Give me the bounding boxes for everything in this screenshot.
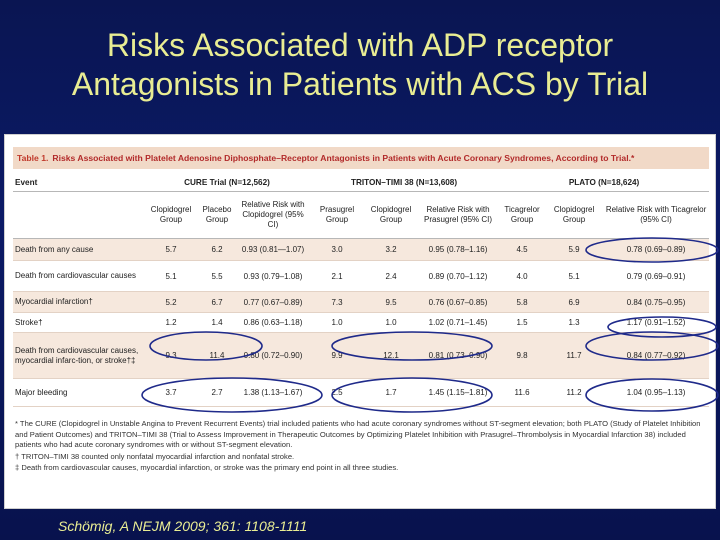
table-cell: 1.4: [211, 318, 223, 327]
table-cell: 1.38 (1.13–1.67): [243, 388, 303, 397]
event-label: Death from cardiovascular causes: [15, 271, 136, 280]
table-row: Stroke† 1.2 1.4 0.86 (0.63–1.18) 1.0 1.0…: [13, 313, 710, 333]
table-row: Myocardial infarction† 5.2 6.7 0.77 (0.6…: [13, 291, 710, 313]
column-header: Clopidogrel Group: [545, 191, 604, 239]
table-cell: 2.1: [331, 271, 343, 281]
table-cell: 1.45 (1.15–1.81): [428, 388, 488, 397]
table-row: Death from cardiovascular causes, myocar…: [13, 332, 710, 379]
table-cell: 11.6: [514, 388, 530, 397]
table-cell: 6.7: [197, 291, 237, 313]
table-cell: 3.0: [309, 238, 366, 261]
table-cell: 9.9: [309, 332, 366, 379]
column-header: Relative Risk with Ticagrelor (95% CI): [603, 191, 710, 239]
table-cell: 6.9: [545, 291, 604, 313]
table-cell: 2.7: [211, 388, 223, 397]
table-cell: 0.86 (0.63–1.18): [243, 318, 303, 327]
event-label: Myocardial infarction†: [13, 291, 145, 313]
table-cell: 1.5: [516, 318, 528, 327]
table-row: Death from cardiovascular causes 5.1 5.5…: [13, 261, 710, 292]
table-cell: 5.7: [145, 238, 197, 261]
table-cell: 5.2: [145, 291, 197, 313]
table-cell: 9.3: [145, 332, 197, 379]
table-cell: 0.84 (0.75–0.95): [603, 291, 710, 313]
table-cell: 1.2: [165, 318, 177, 327]
table-cell: 1.0: [385, 318, 397, 327]
table-cell: 4.0: [516, 271, 528, 281]
risk-table: Event CURE Trial (N=12,562) TRITON–TIMI …: [13, 173, 710, 407]
table-cell: 1.7: [385, 388, 397, 397]
footnote: * The CURE (Clopidogrel in Unstable Angi…: [15, 419, 701, 449]
table-cell: 0.93 (0.79–1.08): [243, 271, 303, 281]
event-label: Stroke†: [15, 317, 43, 327]
table-cell: 2.5: [331, 388, 343, 397]
slide-title-line-1: Risks Associated with ADP receptor: [106, 27, 614, 63]
table-cell: 1.04 (0.95–1.13): [626, 388, 686, 397]
table-cell: 5.5: [211, 271, 223, 281]
table-cell: 11.7: [545, 332, 604, 379]
table-caption-text: Risks Associated with Platelet Adenosine…: [52, 153, 635, 163]
table-cell: 5.9: [545, 238, 604, 261]
table-footnotes: * The CURE (Clopidogrel in Unstable Angi…: [15, 419, 709, 475]
table-cell: 12.1: [365, 332, 418, 379]
table-row: Major bleeding 3.7 2.7 1.38 (1.13–1.67) …: [13, 379, 710, 407]
table-cell: 1.3: [568, 318, 580, 327]
table-cell: 0.76 (0.67–0.85): [417, 291, 500, 313]
group-header-plato: PLATO (N=18,624): [499, 173, 710, 192]
table-figure: Table 1. Risks Associated with Platelet A…: [4, 134, 716, 509]
table-cell: 5.1: [165, 271, 177, 281]
column-header: Relative Risk with Prasugrel (95% CI): [417, 191, 500, 239]
table-cell: 9.8: [499, 332, 546, 379]
column-header: Ticagrelor Group: [499, 191, 546, 239]
table-cell: 11.2: [566, 388, 582, 397]
table-cell: 1.17 (0.91–1.52): [626, 318, 686, 327]
table-cell: 5.1: [568, 271, 580, 281]
table-cell: 1.0: [331, 318, 343, 327]
table-cell: 0.81 (0.73–0.90): [417, 332, 500, 379]
event-header: Event: [13, 173, 145, 192]
table-cell: 0.93 (0.81—1.07): [237, 238, 310, 261]
table-label: Table 1.: [17, 153, 49, 163]
group-header-triton: TRITON–TIMI 38 (N=13,608): [309, 173, 500, 192]
table-cell: 0.77 (0.67–0.89): [237, 291, 310, 313]
table-cell: 0.89 (0.70–1.12): [428, 271, 488, 281]
table-cell: 6.2: [197, 238, 237, 261]
event-label: Death from cardiovascular causes, myocar…: [13, 332, 145, 379]
table-cell: 0.78 (0.69–0.89): [603, 238, 710, 261]
table-cell: 11.4: [197, 332, 237, 379]
table-cell: 3.2: [365, 238, 418, 261]
footnote: † TRITON–TIMI 38 counted only nonfatal m…: [15, 451, 295, 461]
table-row: Death from any cause 5.7 6.2 0.93 (0.81—…: [13, 238, 710, 261]
column-header-row: Clopidogrel Group Placebo Group Relative…: [13, 191, 710, 239]
table-cell: 0.84 (0.77–0.92): [603, 332, 710, 379]
event-label: Death from any cause: [13, 238, 145, 261]
column-header: Placebo Group: [197, 191, 237, 239]
column-header: Clopidogrel Group: [145, 191, 197, 239]
table-cell: 0.80 (0.72–0.90): [237, 332, 310, 379]
table-cell: 4.5: [499, 238, 546, 261]
column-header: Prasugrel Group: [309, 191, 366, 239]
table-cell: 3.7: [165, 388, 177, 397]
table-cell: 0.95 (0.78–1.16): [417, 238, 500, 261]
slide-title: Risks Associated with ADP receptor Antag…: [0, 26, 720, 104]
column-header: Relative Risk with Clopidogrel (95% CI): [237, 191, 310, 239]
column-header: Clopidogrel Group: [365, 191, 418, 239]
table-cell: 7.3: [309, 291, 366, 313]
table-caption: Table 1. Risks Associated with Platelet A…: [13, 147, 709, 169]
event-label: Major bleeding: [15, 387, 68, 397]
table-cell: 5.8: [499, 291, 546, 313]
column-header-blank: [13, 191, 145, 239]
group-header-cure: CURE Trial (N=12,562): [145, 173, 310, 192]
table-cell: 2.4: [385, 271, 397, 281]
slide-title-line-2: Antagonists in Patients with ACS by Tria…: [71, 66, 649, 102]
table-cell: 1.02 (0.71–1.45): [428, 318, 488, 327]
group-header-row: Event CURE Trial (N=12,562) TRITON–TIMI …: [13, 173, 710, 192]
footnote: ‡ Death from cardiovascular causes, myoc…: [15, 463, 399, 472]
citation: Schömig, A NEJM 2009; 361: 1108-1111: [58, 518, 308, 534]
table-cell: 9.5: [365, 291, 418, 313]
table-cell: 0.79 (0.69–0.91): [626, 271, 686, 281]
